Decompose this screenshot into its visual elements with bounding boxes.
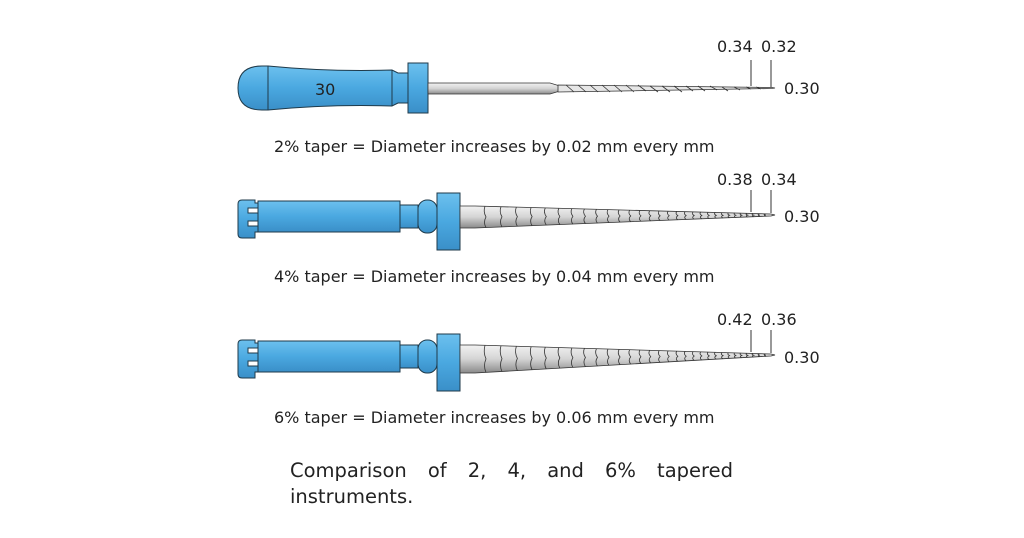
twisted-blade — [557, 84, 776, 93]
flute-line — [557, 347, 561, 369]
flute-line — [628, 349, 632, 365]
flute-line — [638, 210, 642, 222]
flute-line — [727, 212, 731, 219]
flute-line — [739, 352, 743, 359]
instrument-6-percent: 0.42 0.36 0.30 6% taper = Diameter incre… — [237, 310, 820, 427]
flute-line — [751, 353, 756, 358]
flute-line — [628, 209, 632, 223]
figure-caption-line-1: Comparison of 2, 4, and 6% tapered — [290, 459, 733, 482]
flute-line — [648, 350, 652, 364]
flute-line — [666, 210, 670, 221]
flute-line — [606, 209, 610, 223]
flute-line — [757, 353, 760, 358]
flute-line — [529, 346, 533, 370]
flute-line — [720, 352, 724, 360]
flute-line — [595, 209, 598, 224]
flute-line — [714, 212, 718, 219]
flute-line — [763, 213, 766, 217]
latch-handle — [237, 339, 269, 379]
flute-line — [714, 352, 718, 360]
flute-line — [707, 211, 711, 219]
flute-line — [675, 211, 679, 221]
flute-line — [499, 206, 503, 228]
diameter-label-d2: 0.38 — [717, 170, 753, 189]
flute-line — [699, 351, 703, 361]
flute-line — [544, 207, 547, 226]
flute-line — [745, 212, 750, 218]
flute-line — [757, 213, 760, 217]
diameter-label-d0: 0.30 — [784, 207, 820, 226]
flute-line — [707, 351, 710, 360]
diameter-label-d1: 0.32 — [761, 37, 797, 56]
flute-line — [499, 345, 503, 372]
stopper — [436, 192, 461, 251]
size-label: 30 — [315, 80, 335, 99]
flute-line — [515, 206, 518, 227]
instrument-2-percent: 30 0.34 0.32 0.30 2% taper = Diameter in… — [237, 37, 820, 156]
tapered-blade — [459, 205, 776, 229]
flute-line — [733, 212, 737, 218]
flute-line — [483, 206, 487, 228]
flute-line — [648, 210, 652, 222]
flute-line — [583, 348, 586, 367]
instrument-4-percent: 0.38 0.34 0.30 4% taper = Diameter incre… — [237, 170, 820, 286]
stopper — [436, 333, 461, 392]
taper-caption: 4% taper = Diameter increases by 0.04 mm… — [274, 267, 714, 286]
figure-caption-line-2: instruments. — [290, 485, 414, 508]
tapered-blade — [459, 344, 776, 374]
flute-line — [727, 352, 731, 359]
diameter-label-d1: 0.34 — [761, 170, 797, 189]
flute-line — [751, 213, 756, 218]
flute-line — [683, 351, 687, 362]
flute-line — [583, 208, 586, 224]
diameter-label-d0: 0.30 — [784, 79, 820, 98]
flute-line — [483, 345, 487, 373]
flute-line — [570, 347, 574, 368]
diameter-label-d1: 0.36 — [761, 310, 797, 329]
diameter-label-d2: 0.34 — [717, 37, 753, 56]
flute-line — [557, 208, 561, 225]
flute-line — [544, 346, 547, 370]
flute-line — [699, 211, 703, 220]
stopper — [407, 62, 429, 114]
flute-line — [763, 353, 766, 357]
flute-line — [529, 207, 533, 226]
handle — [237, 65, 409, 111]
flute-line — [733, 352, 737, 359]
flute-line — [657, 350, 661, 363]
flute-line — [617, 349, 621, 365]
diameter-label-d0: 0.30 — [784, 348, 820, 367]
taper-caption: 6% taper = Diameter increases by 0.06 mm… — [274, 408, 714, 427]
flute-line — [515, 346, 518, 371]
flute-line — [657, 210, 661, 221]
flute-line — [675, 350, 679, 362]
flute-line — [666, 350, 670, 363]
taper-caption: 2% taper = Diameter increases by 0.02 mm… — [274, 137, 714, 156]
flute-line — [606, 348, 610, 366]
shaft — [427, 82, 561, 95]
diameter-label-d2: 0.42 — [717, 310, 753, 329]
latch-handle — [237, 199, 269, 239]
flute-line — [570, 208, 574, 225]
flute-line — [720, 212, 725, 219]
flute-line — [617, 209, 621, 223]
flute-line — [683, 211, 687, 220]
flute-line — [691, 211, 695, 220]
flute-line — [638, 349, 642, 364]
flute-line — [739, 212, 744, 218]
figure-caption: Comparison of 2, 4, and 6% tapered instr… — [290, 458, 733, 510]
flute-line — [745, 352, 750, 358]
flute-line — [691, 351, 695, 361]
flute-line — [595, 348, 598, 367]
